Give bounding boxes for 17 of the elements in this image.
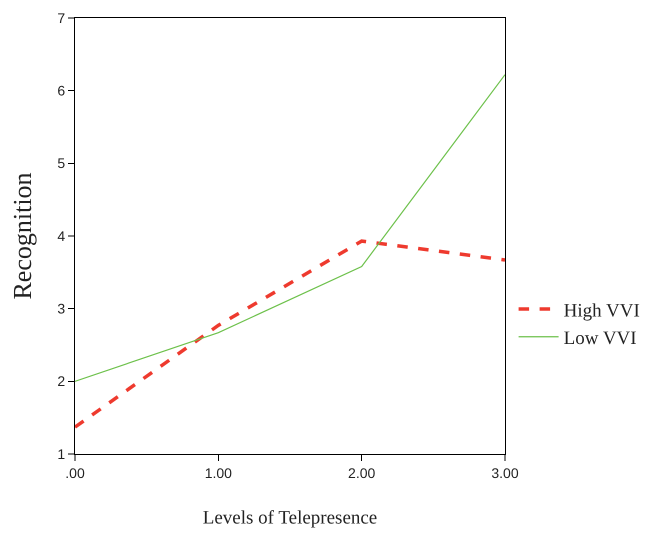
line-series bbox=[75, 239, 505, 429]
y-tick-label: 2 bbox=[57, 373, 66, 390]
y-tick-label: 3 bbox=[57, 300, 66, 317]
y-tick-label: 5 bbox=[57, 155, 66, 172]
legend-label: Low VVI bbox=[564, 328, 637, 350]
line-series bbox=[75, 74, 505, 382]
x-axis-title: Levels of Telepresence bbox=[202, 508, 378, 529]
y-tick-label: 7 bbox=[57, 10, 66, 26]
y-tick-label: 4 bbox=[57, 228, 66, 244]
x-tick-label: 2.00 bbox=[348, 464, 376, 481]
legend-label: High VVI bbox=[564, 300, 640, 322]
y-axis-title: Recognition bbox=[8, 172, 37, 300]
x-tick-label: 1.00 bbox=[204, 464, 232, 481]
y-tick-label: 1 bbox=[57, 446, 66, 462]
x-tick-label: 3.00 bbox=[491, 464, 519, 481]
y-tick-label: 6 bbox=[57, 82, 66, 99]
x-tick-label: .00 bbox=[65, 464, 85, 481]
